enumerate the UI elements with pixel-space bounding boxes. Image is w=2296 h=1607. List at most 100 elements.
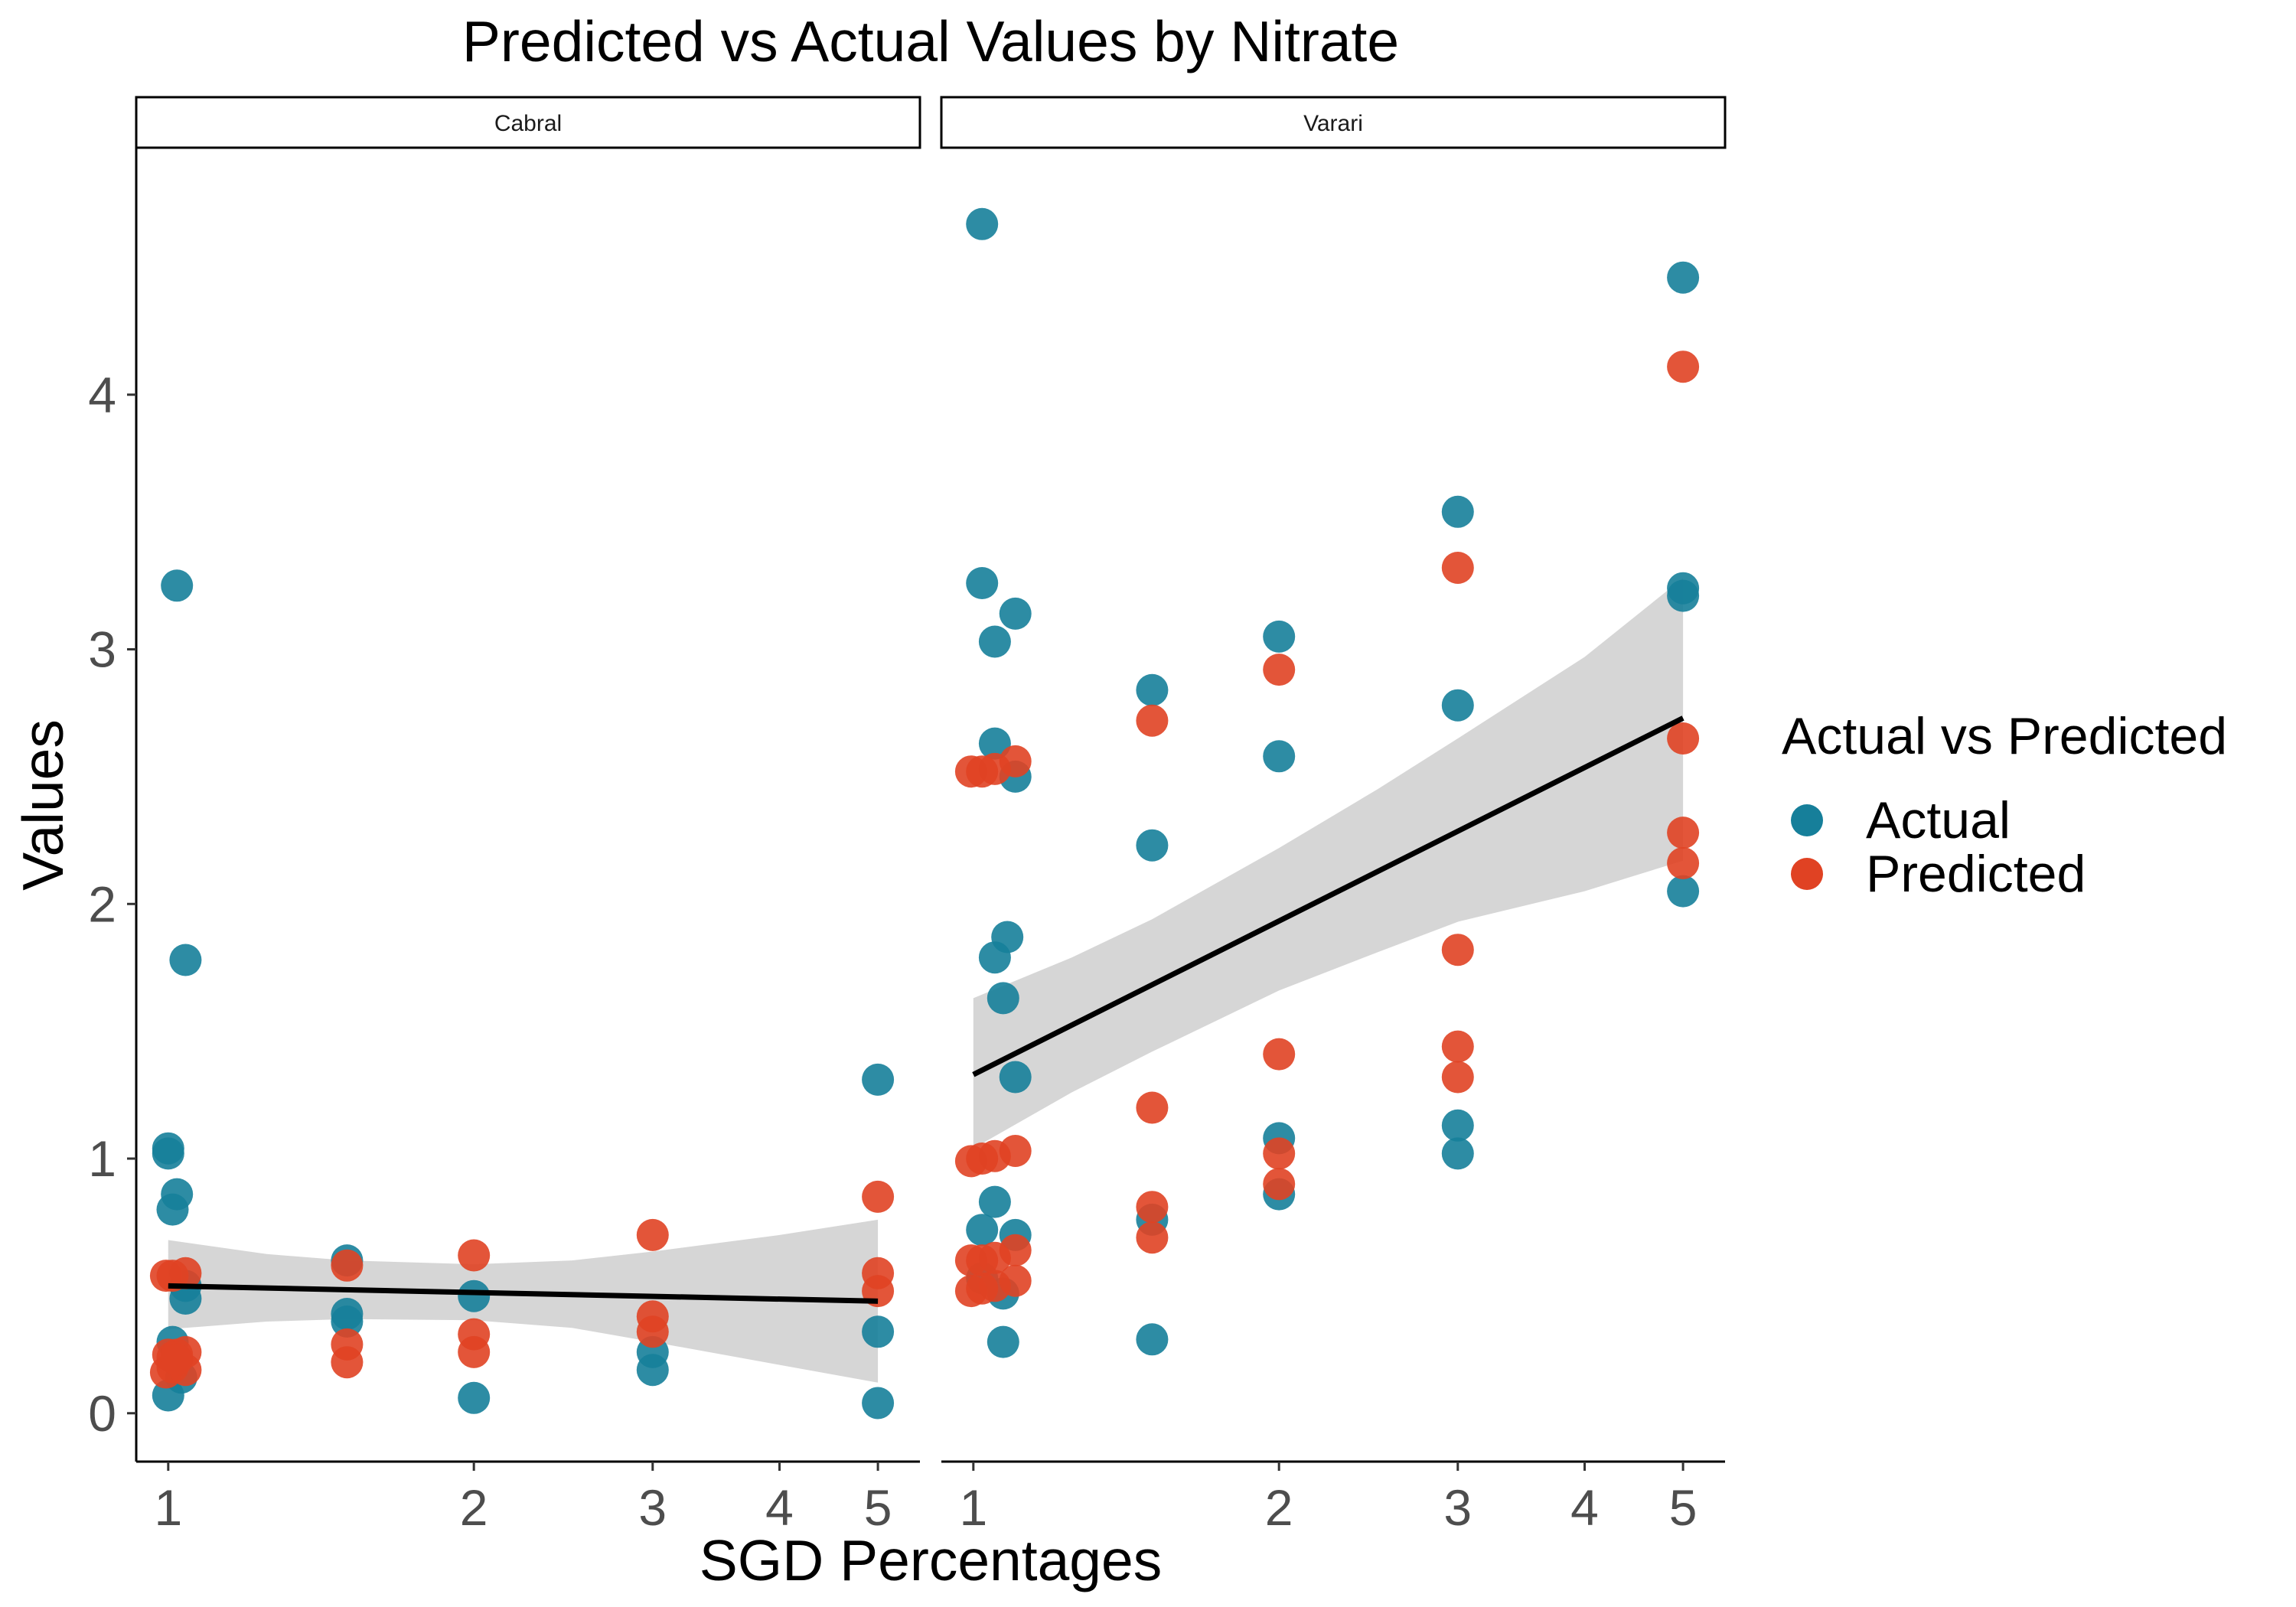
point-predicted: [1667, 350, 1700, 383]
ci-band-varari: [973, 578, 1684, 1149]
point-actual: [1263, 740, 1296, 773]
point-predicted: [1136, 1191, 1169, 1224]
point-predicted: [458, 1335, 491, 1368]
point-predicted: [1441, 1061, 1474, 1094]
point-actual: [152, 1137, 184, 1170]
point-actual: [966, 207, 999, 240]
point-predicted: [169, 1257, 202, 1289]
point-actual: [978, 941, 1011, 974]
y-tick-label: 4: [88, 367, 116, 423]
x-tick-label: 1: [959, 1479, 987, 1536]
point-predicted: [1667, 722, 1700, 755]
point-predicted: [1136, 704, 1169, 737]
x-tick-label: 3: [1443, 1479, 1472, 1536]
point-actual: [458, 1279, 491, 1312]
legend-key-actual: [1791, 804, 1823, 836]
point-predicted: [1667, 817, 1700, 849]
x-tick-label: 4: [765, 1479, 794, 1536]
point-actual: [458, 1381, 491, 1414]
point-actual: [1263, 620, 1296, 653]
point-actual: [1441, 689, 1474, 722]
point-actual: [1441, 495, 1474, 528]
point-actual: [999, 1061, 1032, 1094]
point-actual: [1136, 829, 1169, 862]
point-actual: [978, 1185, 1011, 1218]
point-predicted: [999, 1264, 1032, 1297]
point-actual: [1136, 1323, 1169, 1356]
point-predicted: [999, 1135, 1032, 1167]
point-actual: [1441, 1137, 1474, 1170]
point-actual: [987, 1325, 1019, 1358]
point-actual: [156, 1193, 189, 1226]
y-tick-label: 1: [88, 1130, 116, 1187]
point-actual: [1667, 261, 1700, 294]
point-actual: [169, 944, 202, 976]
point-actual: [1667, 579, 1700, 612]
strip-cabral-box: [135, 96, 921, 149]
legend-label-actual: Actual: [1866, 791, 2011, 849]
x-ticks-varari: 1 2 3 4 5: [959, 1462, 1697, 1536]
strip-label-varari: Varari: [1303, 111, 1363, 136]
chart-title: Predicted vs Actual Values by Nitrate: [462, 9, 1399, 73]
point-actual: [1667, 875, 1700, 908]
point-predicted: [458, 1239, 491, 1272]
point-predicted: [862, 1180, 895, 1213]
y-axis-title: Values: [11, 719, 75, 891]
x-tick-label: 2: [460, 1479, 488, 1536]
point-predicted: [1441, 552, 1474, 584]
point-actual: [862, 1387, 895, 1420]
panel-varari: Varari 1 2 3 4 5: [940, 96, 1727, 1536]
point-predicted: [636, 1315, 669, 1348]
strip-varari-box: [940, 96, 1727, 149]
fit-line-varari: [972, 715, 1684, 1077]
x-tick-label: 3: [638, 1479, 667, 1536]
fit-line-cabral: [168, 1283, 879, 1304]
fit-line-cabral: [168, 1283, 879, 1304]
point-actual: [966, 1214, 999, 1247]
point-predicted: [1667, 847, 1700, 879]
point-actual: [1136, 673, 1169, 706]
point-actual: [978, 625, 1011, 658]
fit-line-varari: [972, 715, 1684, 1077]
x-axis-title: SGD Percentages: [700, 1528, 1162, 1592]
point-predicted: [1441, 1030, 1474, 1063]
legend-key-predicted: [1791, 858, 1823, 890]
point-predicted: [331, 1249, 364, 1282]
legend-title: Actual vs Predicted: [1782, 707, 2227, 765]
points-varari: [954, 207, 1700, 1358]
point-actual: [1441, 1109, 1474, 1142]
x-tick-label: 1: [154, 1479, 182, 1536]
point-predicted: [636, 1218, 669, 1251]
point-predicted: [1263, 1038, 1296, 1071]
y-tick-label: 0: [88, 1385, 116, 1442]
point-actual: [966, 567, 999, 599]
point-predicted: [1136, 1221, 1169, 1254]
point-predicted: [1263, 1168, 1296, 1201]
points-cabral: [149, 569, 895, 1420]
point-predicted: [999, 745, 1032, 777]
legend-label-predicted: Predicted: [1866, 845, 2086, 903]
point-actual: [636, 1354, 669, 1387]
point-actual: [161, 569, 194, 602]
point-actual: [999, 597, 1032, 630]
x-tick-label: 4: [1570, 1479, 1599, 1536]
point-actual: [862, 1063, 895, 1096]
point-predicted: [161, 1343, 194, 1376]
x-ticks-cabral: 1 2 3 4 5: [154, 1462, 892, 1536]
y-tick-label: 2: [88, 875, 116, 932]
legend: Actual vs Predicted Actual Predicted: [1782, 707, 2227, 903]
point-predicted: [1263, 654, 1296, 686]
point-actual: [331, 1305, 364, 1338]
y-tick-label: 3: [88, 621, 116, 678]
point-predicted: [331, 1346, 364, 1379]
x-tick-label: 5: [1669, 1479, 1698, 1536]
point-actual: [862, 1315, 895, 1348]
y-ticks: 0 1 2 3 4: [88, 367, 136, 1442]
point-actual: [987, 982, 1019, 1015]
x-tick-label: 5: [864, 1479, 892, 1536]
point-predicted: [1136, 1091, 1169, 1124]
point-predicted: [1441, 934, 1474, 966]
point-predicted: [999, 1234, 1032, 1266]
